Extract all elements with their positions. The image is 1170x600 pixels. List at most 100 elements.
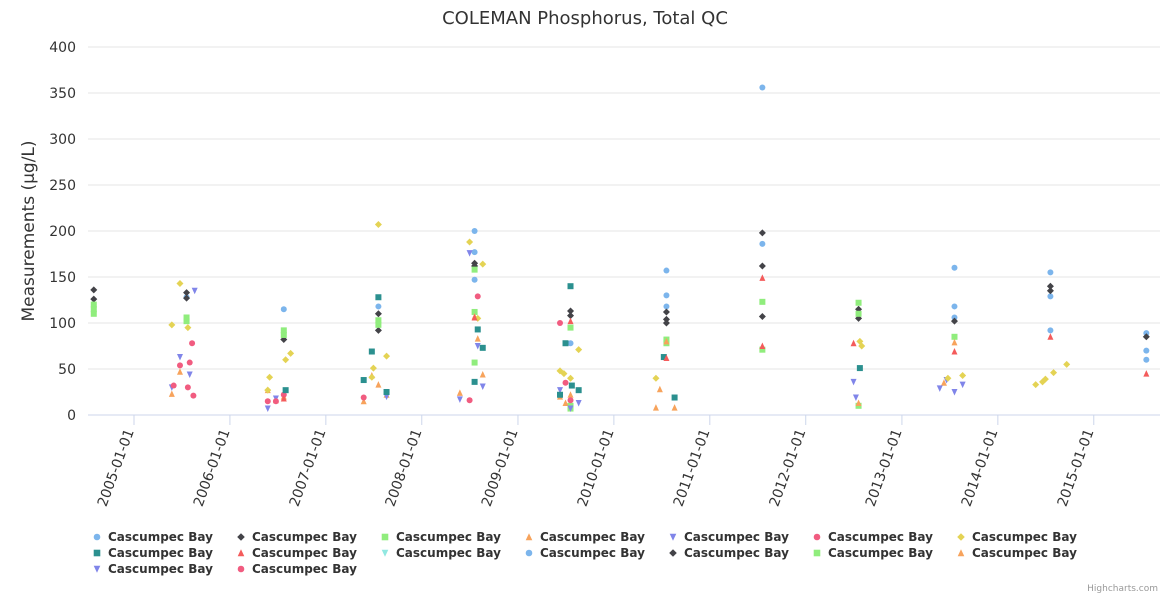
x-tick-label: 2013-01-01 bbox=[863, 427, 906, 509]
data-point bbox=[184, 384, 191, 391]
legend-symbol bbox=[813, 533, 821, 541]
legend-item[interactable]: Cascumpec Bay bbox=[524, 530, 645, 544]
data-point bbox=[951, 389, 958, 396]
data-point bbox=[656, 385, 663, 393]
data-point bbox=[471, 308, 478, 315]
data-point bbox=[951, 264, 958, 271]
data-point bbox=[663, 354, 670, 361]
legend-item[interactable]: Cascumpec Bay bbox=[92, 546, 213, 560]
x-tick-label: 2005-01-01 bbox=[95, 427, 138, 509]
y-tick-label: 100 bbox=[49, 316, 76, 332]
data-point bbox=[951, 303, 958, 310]
data-point bbox=[944, 374, 952, 382]
data-point bbox=[1063, 360, 1071, 368]
data-point bbox=[557, 387, 564, 394]
legend-item[interactable]: Cascumpec Bay bbox=[668, 546, 789, 560]
data-point bbox=[90, 286, 98, 294]
data-point bbox=[287, 349, 295, 357]
data-point bbox=[168, 321, 176, 329]
data-point bbox=[471, 276, 478, 283]
x-tick-label: 2011-01-01 bbox=[671, 427, 714, 509]
legend-item[interactable]: Cascumpec Bay bbox=[524, 546, 645, 560]
legend-symbol bbox=[237, 533, 245, 541]
data-point bbox=[567, 283, 574, 290]
data-point bbox=[466, 250, 473, 257]
data-point bbox=[759, 342, 766, 349]
legend-symbol bbox=[957, 549, 965, 557]
data-point bbox=[479, 383, 486, 390]
legend-label: Cascumpec Bay bbox=[684, 546, 789, 560]
legend-label: Cascumpec Bay bbox=[108, 562, 213, 576]
data-point bbox=[471, 378, 478, 385]
data-point bbox=[759, 346, 766, 353]
x-tick-label: 2010-01-01 bbox=[575, 427, 618, 509]
data-point bbox=[940, 379, 947, 386]
data-point bbox=[170, 382, 177, 389]
data-point bbox=[374, 221, 382, 229]
data-point bbox=[474, 293, 481, 300]
legend-item[interactable]: Cascumpec Bay bbox=[236, 546, 357, 560]
data-point bbox=[368, 348, 375, 355]
x-tick-label: 2012-01-01 bbox=[767, 427, 810, 509]
data-point bbox=[466, 397, 473, 404]
legend-item[interactable]: Cascumpec Bay bbox=[812, 530, 933, 544]
legend-label: Cascumpec Bay bbox=[972, 546, 1077, 560]
legend-item[interactable]: Cascumpec Bay bbox=[380, 530, 501, 544]
legend-symbol bbox=[93, 565, 101, 573]
data-point bbox=[282, 356, 290, 364]
legend-label: Cascumpec Bay bbox=[828, 530, 933, 544]
x-tick-label: 2006-01-01 bbox=[191, 427, 234, 509]
chart: COLEMAN Phosphorus, Total QC Measurement… bbox=[19, 8, 1160, 509]
legend-label: Cascumpec Bay bbox=[828, 546, 933, 560]
legend-label: Cascumpec Bay bbox=[396, 546, 501, 560]
data-point bbox=[671, 394, 678, 401]
data-point bbox=[1143, 330, 1150, 337]
data-point bbox=[671, 404, 678, 411]
legend-item[interactable]: Cascumpec Bay bbox=[956, 530, 1077, 544]
data-point bbox=[557, 320, 564, 326]
data-point bbox=[1047, 293, 1054, 300]
legend-item[interactable]: Cascumpec Bay bbox=[956, 546, 1077, 560]
data-point bbox=[567, 312, 575, 320]
data-point bbox=[567, 397, 574, 404]
data-point bbox=[375, 321, 382, 328]
x-tick-label: 2007-01-01 bbox=[287, 427, 330, 509]
data-point bbox=[1041, 375, 1049, 383]
legend-item[interactable]: Cascumpec Bay bbox=[668, 530, 789, 544]
data-point bbox=[176, 368, 183, 375]
data-point bbox=[383, 352, 391, 360]
data-point bbox=[456, 396, 463, 403]
data-point bbox=[959, 381, 966, 389]
data-point bbox=[759, 298, 766, 305]
x-ticks: 2005-01-01 2006-01-01 2007-01-01 2008-01-01… bbox=[95, 415, 1098, 509]
data-point bbox=[959, 371, 967, 379]
legend-item[interactable]: Cascumpec Bay bbox=[236, 562, 357, 576]
data-point bbox=[575, 387, 582, 394]
legend-item[interactable]: Cascumpec Bay bbox=[92, 562, 213, 576]
data-point bbox=[562, 379, 569, 386]
legend-symbol bbox=[381, 533, 389, 541]
data-point bbox=[479, 344, 486, 351]
legend-label: Cascumpec Bay bbox=[252, 530, 357, 544]
data-point bbox=[850, 378, 857, 386]
legend-symbol bbox=[669, 533, 677, 541]
data-point bbox=[567, 307, 575, 315]
data-point bbox=[759, 240, 766, 247]
legend-item[interactable]: Cascumpec Bay bbox=[380, 546, 501, 560]
data-point bbox=[471, 359, 478, 366]
legend-item[interactable]: Cascumpec Bay bbox=[236, 530, 357, 544]
legend-item[interactable]: Cascumpec Bay bbox=[92, 530, 213, 544]
data-point bbox=[264, 386, 272, 394]
data-point bbox=[90, 310, 97, 317]
data-point bbox=[936, 385, 943, 392]
data-point bbox=[456, 389, 463, 396]
data-point bbox=[652, 374, 660, 382]
credits-link[interactable]: Highcharts.com bbox=[1087, 584, 1158, 594]
data-point bbox=[575, 346, 583, 354]
data-point bbox=[360, 394, 367, 401]
data-point bbox=[374, 326, 382, 334]
data-point bbox=[383, 393, 390, 401]
legend-item[interactable]: Cascumpec Bay bbox=[812, 546, 933, 560]
legend-label: Cascumpec Bay bbox=[540, 530, 645, 544]
data-point bbox=[575, 400, 582, 407]
